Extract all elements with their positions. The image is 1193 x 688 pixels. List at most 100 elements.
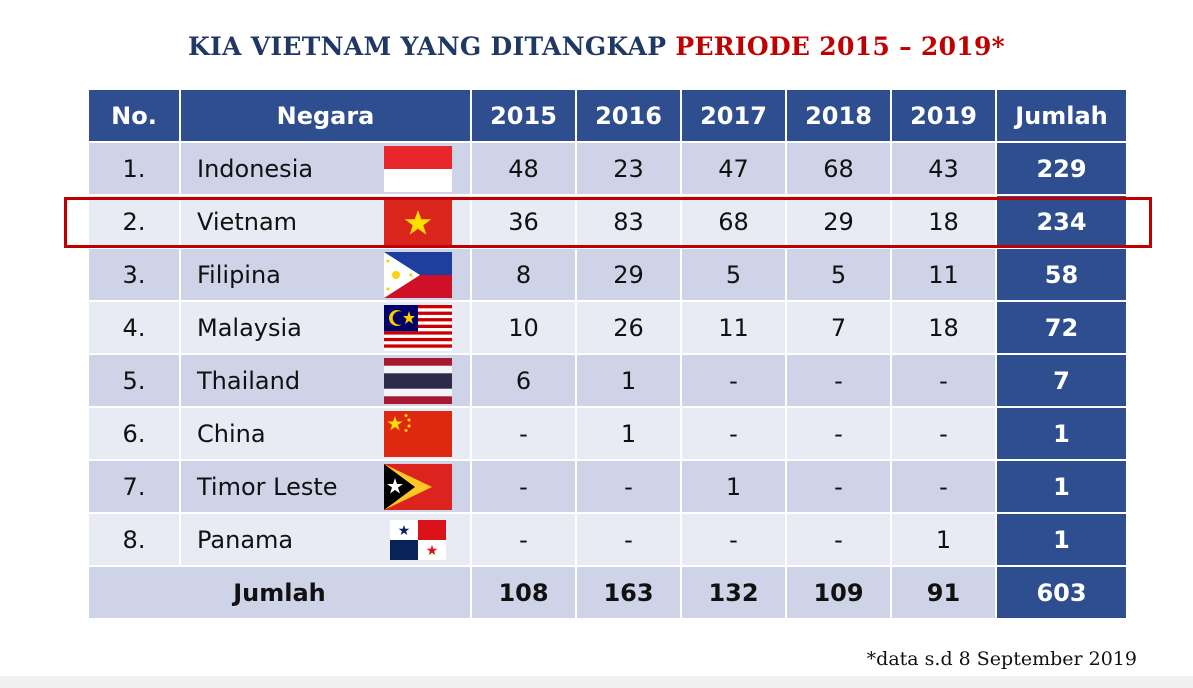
title-part-period: PERIODE 2015 – 2019*	[675, 32, 1006, 61]
cell-2016: 26	[575, 300, 682, 355]
cell-jumlah: 1	[995, 406, 1128, 461]
cell-no: 7.	[87, 459, 181, 514]
cell-2016: -	[575, 459, 682, 514]
cell-2016: -	[575, 512, 682, 567]
cell-2019: -	[890, 459, 997, 514]
cell-2018: -	[785, 459, 892, 514]
table-row: 7. Timor Leste - - 1 - - 1	[87, 459, 1128, 514]
cell-no: 6.	[87, 406, 181, 461]
cell-2018: -	[785, 512, 892, 567]
cell-2019: 1	[890, 512, 997, 567]
cell-country: Filipina	[197, 260, 281, 289]
philippines-flag-icon	[384, 251, 452, 298]
cell-country: Panama	[197, 525, 294, 554]
cell-no: 8.	[87, 512, 181, 567]
malaysia-flag-icon	[384, 304, 452, 351]
cell-jumlah: 72	[995, 300, 1128, 355]
cell-jumlah: 7	[995, 353, 1128, 408]
page-title: KIA VIETNAM YANG DITANGKAP PERIODE 2015 …	[0, 32, 1193, 61]
panama-flag-icon	[384, 517, 452, 563]
cell-2015: -	[470, 406, 577, 461]
cell-country: Malaysia	[197, 313, 302, 342]
cell-jumlah: 58	[995, 247, 1128, 302]
vietnam-flag-icon	[384, 198, 452, 245]
cell-no: 3.	[87, 247, 181, 302]
header-2017: 2017	[680, 88, 787, 143]
header-jumlah: Jumlah	[995, 88, 1128, 143]
cell-2015: 8	[470, 247, 577, 302]
header-2015: 2015	[470, 88, 577, 143]
cell-2019: 18	[890, 300, 997, 355]
cell-jumlah: 234	[995, 194, 1128, 249]
thailand-flag-icon	[384, 357, 452, 404]
cell-2015: 10	[470, 300, 577, 355]
cell-2016: 1	[575, 406, 682, 461]
cell-country: Vietnam	[197, 207, 298, 236]
total-label: Jumlah	[87, 565, 472, 620]
total-2019: 91	[890, 565, 997, 620]
total-2017: 132	[680, 565, 787, 620]
cell-2019: -	[890, 406, 997, 461]
cell-2016: 23	[575, 141, 682, 196]
cell-no: 2.	[87, 194, 181, 249]
header-2019: 2019	[890, 88, 997, 143]
cell-2015: -	[470, 512, 577, 567]
total-2018: 109	[785, 565, 892, 620]
total-2016: 163	[575, 565, 682, 620]
cell-no: 4.	[87, 300, 181, 355]
cell-2019: 43	[890, 141, 997, 196]
total-2015: 108	[470, 565, 577, 620]
table-row: 2. Vietnam 36 83 68 29 18 234	[87, 194, 1128, 249]
cell-jumlah: 1	[995, 459, 1128, 514]
table-row: 4. Malaysia 10 26 11 7 18 72	[87, 300, 1128, 355]
table-header-row: No. Negara 2015 2016 2017 2018 2019 Juml…	[87, 88, 1128, 143]
cell-country: Thailand	[197, 366, 301, 395]
footnote: *data s.d 8 September 2019	[866, 648, 1137, 670]
cell-2019: -	[890, 353, 997, 408]
china-flag-icon	[384, 410, 452, 457]
cell-2019: 11	[890, 247, 997, 302]
table-total-row: Jumlah 108 163 132 109 91 603	[87, 565, 1128, 620]
table-row: 1. Indonesia 48 23 47 68 43 229	[87, 141, 1128, 196]
cell-2015: -	[470, 459, 577, 514]
grand-total: 603	[995, 565, 1128, 620]
table-row: 8. Panama - - - - 1 1	[87, 512, 1128, 567]
cell-2017: 5	[680, 247, 787, 302]
cell-no: 5.	[87, 353, 181, 408]
cell-2016: 29	[575, 247, 682, 302]
header-no: No.	[87, 88, 181, 143]
cell-2018: 29	[785, 194, 892, 249]
cell-2018: -	[785, 406, 892, 461]
cell-2017: -	[680, 353, 787, 408]
timor-leste-flag-icon	[384, 463, 452, 510]
cell-no: 1.	[87, 141, 181, 196]
cell-jumlah: 229	[995, 141, 1128, 196]
cell-2018: 68	[785, 141, 892, 196]
cell-2015: 36	[470, 194, 577, 249]
cell-2018: -	[785, 353, 892, 408]
bottom-band	[0, 676, 1193, 688]
header-negara: Negara	[179, 88, 472, 143]
cell-2018: 7	[785, 300, 892, 355]
header-2016: 2016	[575, 88, 682, 143]
cell-2017: -	[680, 406, 787, 461]
header-2018: 2018	[785, 88, 892, 143]
cell-2015: 48	[470, 141, 577, 196]
cell-country: Timor Leste	[197, 472, 338, 501]
table-row: 6. China - 1 - - - 1	[87, 406, 1128, 461]
cell-country: Indonesia	[197, 154, 314, 183]
title-part-main: KIA VIETNAM YANG DITANGKAP	[187, 32, 676, 61]
cell-2019: 18	[890, 194, 997, 249]
catch-table: No. Negara 2015 2016 2017 2018 2019 Juml…	[87, 88, 1128, 620]
cell-2016: 83	[575, 194, 682, 249]
table-row: 3. Filipina 8 29 5 5 11 58	[87, 247, 1128, 302]
indonesia-flag-icon	[384, 145, 452, 192]
cell-2017: -	[680, 512, 787, 567]
cell-2017: 1	[680, 459, 787, 514]
cell-2017: 11	[680, 300, 787, 355]
cell-jumlah: 1	[995, 512, 1128, 567]
cell-2016: 1	[575, 353, 682, 408]
cell-2017: 47	[680, 141, 787, 196]
cell-2018: 5	[785, 247, 892, 302]
cell-2015: 6	[470, 353, 577, 408]
